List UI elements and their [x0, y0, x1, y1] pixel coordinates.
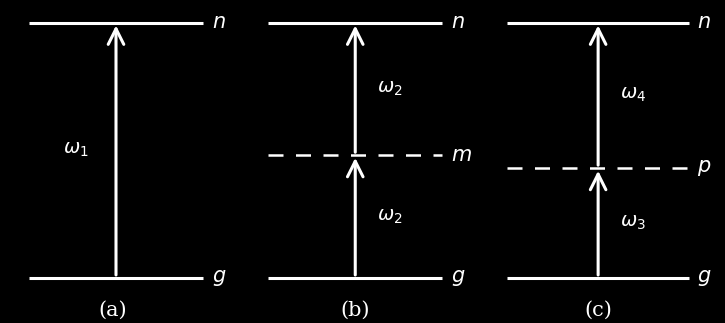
Text: $g$: $g$	[697, 268, 712, 288]
Text: (c): (c)	[584, 301, 612, 320]
Text: $\omega_1$: $\omega_1$	[63, 141, 89, 159]
Text: $\omega_2$: $\omega_2$	[377, 80, 403, 98]
Text: $g$: $g$	[451, 268, 465, 288]
Text: $n$: $n$	[697, 13, 711, 32]
Text: (b): (b)	[341, 301, 370, 320]
Text: $p$: $p$	[697, 158, 712, 178]
Text: $n$: $n$	[212, 13, 225, 32]
Text: $m$: $m$	[451, 146, 472, 164]
Text: $\omega_4$: $\omega_4$	[620, 86, 646, 104]
Text: $g$: $g$	[212, 268, 226, 288]
Text: $n$: $n$	[451, 13, 465, 32]
Text: (a): (a)	[98, 301, 127, 320]
Text: $\omega_3$: $\omega_3$	[620, 214, 646, 232]
Text: $\omega_2$: $\omega_2$	[377, 207, 403, 225]
